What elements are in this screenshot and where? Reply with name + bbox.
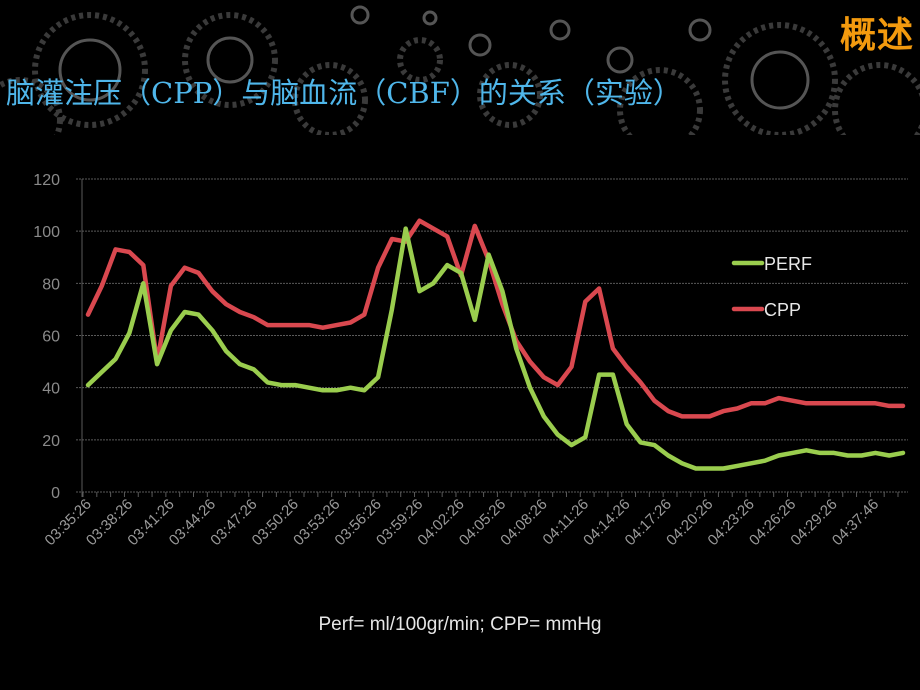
slide-title: 脑灌注压（CPP）与脑血流（CBF）的关系（实验） <box>6 76 682 110</box>
y-tick-label: 20 <box>42 433 60 450</box>
y-tick-label: 60 <box>42 329 60 346</box>
legend-label-perf: PERF <box>764 254 812 274</box>
y-tick-label: 80 <box>42 276 60 293</box>
x-tick-label: 04:08:26 <box>497 496 550 549</box>
x-tick-label: 04:37:46 <box>829 496 882 549</box>
legend-label-cpp: CPP <box>764 300 801 320</box>
y-tick-label: 0 <box>51 485 60 502</box>
line-chart: 02040608010012003:35:2603:38:2603:41:260… <box>33 172 908 549</box>
section-tag: 概述 <box>839 15 914 56</box>
y-tick-label: 40 <box>42 381 60 398</box>
y-tick-label: 120 <box>33 172 60 189</box>
series-line-perf <box>85 226 906 471</box>
slide-header: 概述 脑灌注压（CPP）与脑血流（CBF）的关系（实验） <box>0 0 920 135</box>
units-footnote: Perf= ml/100gr/min; CPP= mmHg <box>318 614 602 635</box>
y-tick-label: 100 <box>33 224 60 241</box>
gears-background-icon <box>0 5 920 135</box>
series-line-cpp <box>85 218 906 419</box>
